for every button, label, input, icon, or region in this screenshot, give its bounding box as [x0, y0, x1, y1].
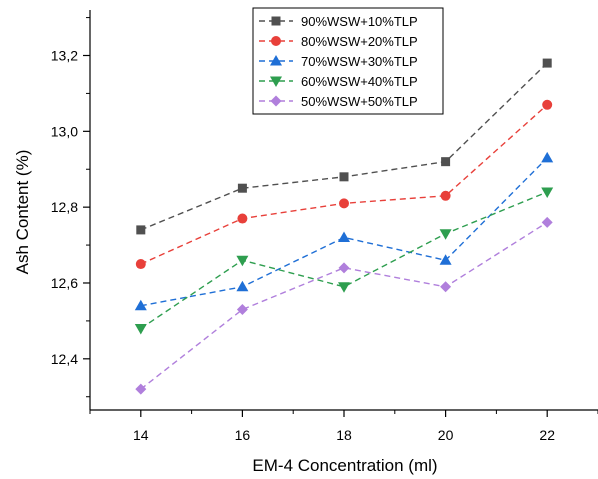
y-tick-label: 13,0 [51, 123, 78, 139]
data-point [440, 190, 451, 201]
legend-marker [271, 36, 281, 46]
legend-label: 90%WSW+10%TLP [301, 14, 418, 29]
y-tick-label: 12,4 [51, 351, 78, 367]
series-layer [134, 58, 554, 395]
legend-entry: 50%WSW+50%TLP [259, 94, 418, 109]
data-point [439, 254, 452, 265]
x-axis-title: EM-4 Concentration (ml) [252, 456, 437, 475]
data-point [135, 383, 147, 395]
y-tick-label: 12,6 [51, 275, 78, 291]
series-line [140, 191, 548, 330]
series-5 [135, 216, 553, 395]
legend-label: 50%WSW+50%TLP [301, 94, 418, 109]
x-tick-label: 14 [133, 427, 149, 443]
data-point [339, 198, 349, 209]
data-point [237, 213, 248, 224]
legend-entry: 90%WSW+10%TLP [259, 14, 418, 29]
data-point [135, 259, 146, 270]
y-tick-label: 13,2 [51, 47, 78, 63]
data-point [236, 280, 249, 292]
data-point [236, 255, 249, 267]
data-point [237, 183, 247, 193]
series-3 [134, 151, 554, 311]
data-point [236, 304, 248, 316]
legend-label: 70%WSW+30%TLP [301, 54, 418, 69]
legend-marker [271, 16, 281, 26]
data-point [339, 172, 349, 182]
data-point [439, 229, 452, 240]
legend-label: 80%WSW+20%TLP [301, 34, 418, 49]
data-point [542, 58, 552, 68]
data-point [338, 282, 350, 293]
data-point [134, 323, 147, 335]
y-axis-title: Ash Content (%) [13, 150, 32, 275]
series-1 [136, 58, 552, 235]
data-point [134, 299, 147, 311]
data-point [541, 151, 554, 163]
data-point [338, 231, 350, 242]
series-2 [135, 99, 553, 270]
data-point [541, 187, 554, 198]
x-tick-label: 18 [336, 427, 352, 443]
x-tick-label: 22 [539, 427, 555, 443]
legend-label: 60%WSW+40%TLP [301, 74, 418, 89]
legend-marker [270, 76, 282, 87]
data-point [440, 281, 452, 293]
legend-marker [270, 95, 282, 107]
data-point [338, 262, 350, 274]
series-4 [134, 187, 554, 335]
axes: 14 16 18 20 22 12,4 12,6 12,8 13,0 13,2 [51, 10, 598, 443]
y-tick-label: 12,8 [51, 199, 78, 215]
legend-entry: 80%WSW+20%TLP [259, 34, 418, 49]
legend-entry: 70%WSW+30%TLP [259, 54, 418, 69]
series-line [140, 221, 548, 390]
data-point [542, 99, 553, 110]
legend: 90%WSW+10%TLP 80%WSW+20%TLP 70%WSW+30%TLP 6… [252, 7, 444, 115]
data-point [541, 216, 553, 228]
x-tick-label: 16 [235, 427, 251, 443]
legend-marker [270, 55, 282, 66]
x-tick-label: 20 [438, 427, 454, 443]
legend-entry: 60%WSW+40%TLP [259, 74, 418, 89]
data-point [136, 225, 146, 235]
data-point [441, 157, 451, 167]
